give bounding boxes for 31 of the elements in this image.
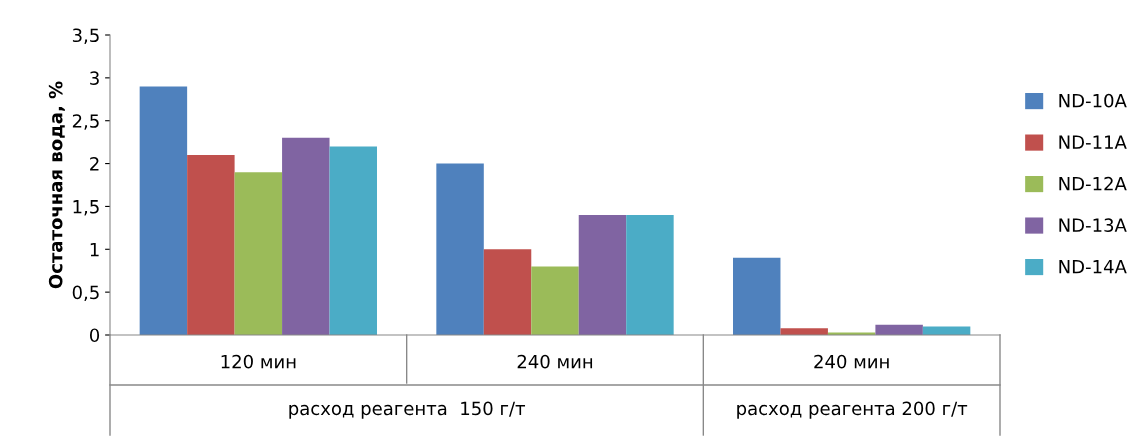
bar	[626, 215, 674, 335]
x-tick-label: 120 мин	[221, 354, 296, 369]
bar	[187, 155, 235, 335]
y-axis-title: Остаточная вода, %	[48, 81, 65, 289]
text: расход реагента 150 г/т	[289, 401, 526, 419]
bar	[139, 86, 188, 335]
legend-label: ND-10A	[1059, 93, 1127, 108]
y-tick-label: 0	[89, 328, 100, 343]
y-tick-label: 2	[90, 157, 99, 171]
bar	[234, 172, 283, 335]
legend-label: ND-11A	[1059, 135, 1127, 149]
text: расход реагента 200 г/т	[737, 401, 968, 419]
y-tick-label: 1,5	[73, 200, 99, 216]
legend-label: ND-12A	[1059, 176, 1127, 191]
y-tick-label: 3	[90, 71, 99, 85]
bar	[578, 215, 627, 335]
bar	[733, 257, 781, 335]
y-tick-label: 0,5	[72, 285, 99, 302]
y-tick-label: 2,5	[72, 114, 99, 130]
bar	[329, 146, 377, 335]
bar	[922, 326, 971, 335]
bar	[282, 137, 330, 335]
legend-label: ND-14A	[1059, 260, 1127, 274]
bar	[436, 163, 484, 335]
bar	[483, 249, 532, 335]
y-tick-label: 3,5	[72, 28, 99, 44]
bar	[531, 266, 579, 335]
x-tick-label: 240 мин	[814, 354, 889, 369]
legend-label: ND-13A	[1059, 218, 1127, 232]
x-tick-label: 240 мин	[517, 354, 593, 369]
y-tick-label: 1	[90, 242, 99, 257]
